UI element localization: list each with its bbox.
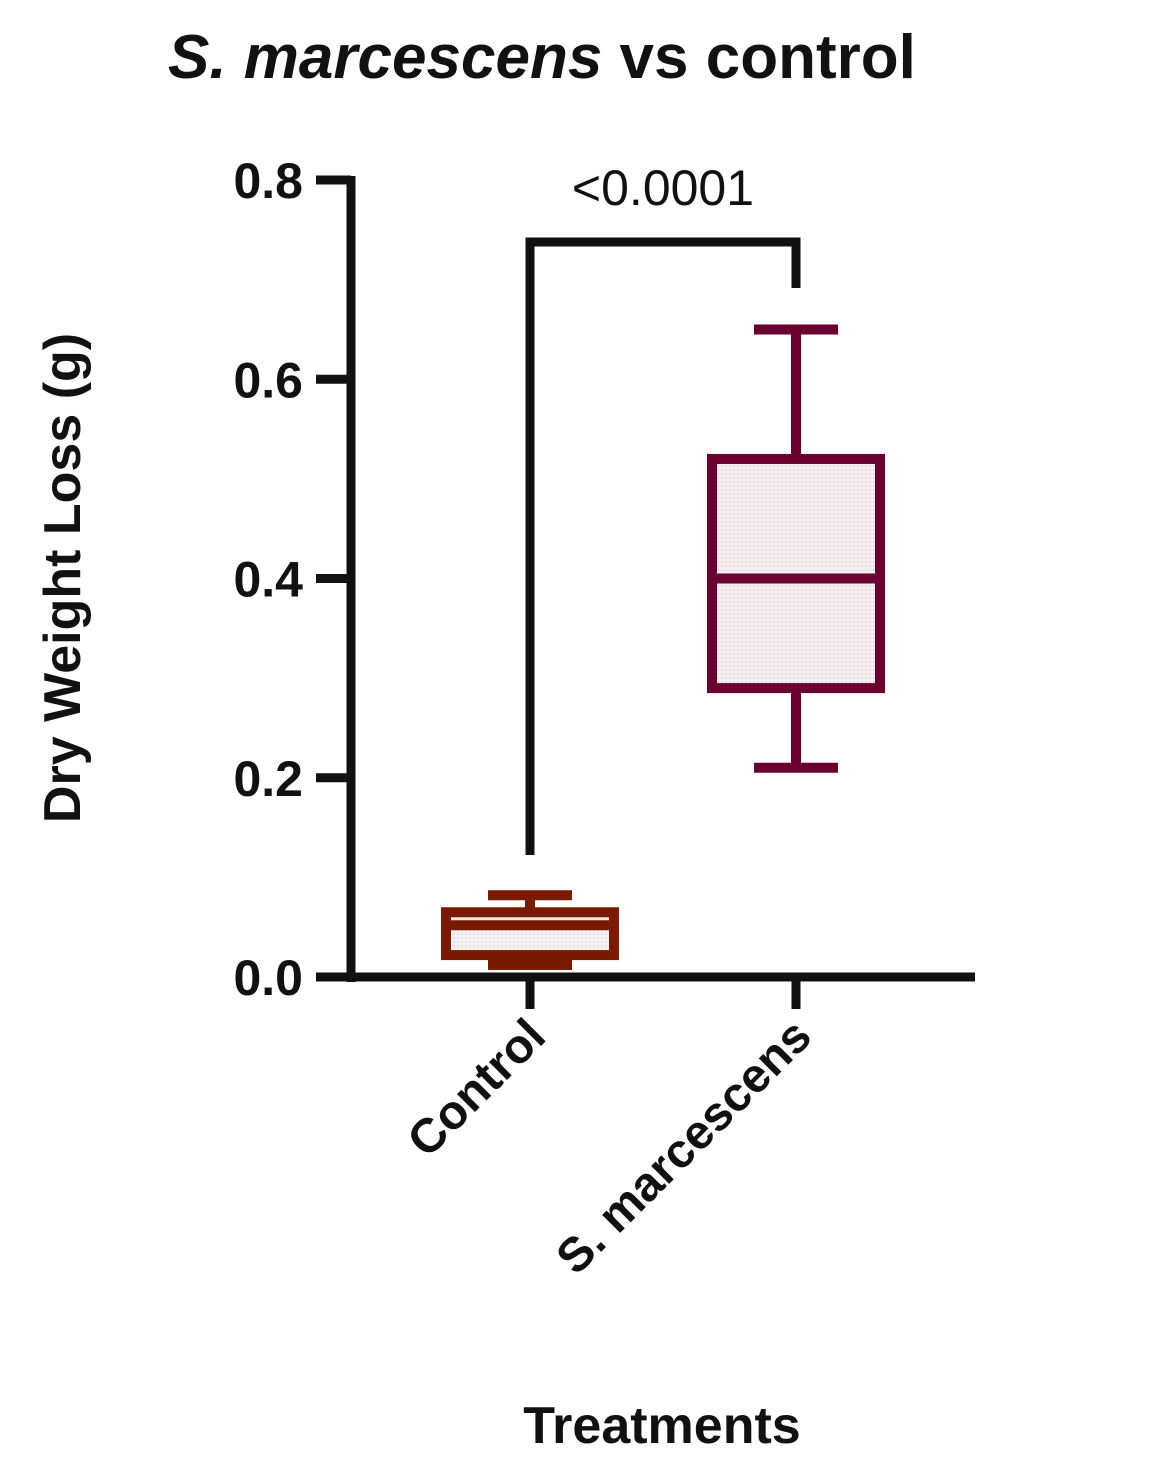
y-tick-label: 0.0 bbox=[233, 950, 303, 1006]
p-value-label: <0.0001 bbox=[572, 160, 754, 216]
chart-title-rest: vs control bbox=[602, 23, 916, 92]
y-tick-label: 0.2 bbox=[233, 751, 303, 807]
x-tick-label: S. marcescens bbox=[547, 1009, 822, 1284]
chart-title-italic: S. marcescens bbox=[168, 23, 602, 92]
y-axis: 0.0 0.2 0.4 0.6 0.8 bbox=[233, 153, 356, 1006]
x-axis-title: Treatments bbox=[523, 1397, 800, 1455]
significance-bracket: <0.0001 bbox=[525, 160, 801, 855]
y-tick-label: 0.4 bbox=[233, 552, 303, 608]
box-1 bbox=[441, 890, 619, 971]
chart-title: S. marcescens vs control bbox=[168, 23, 916, 92]
bracket-line bbox=[525, 237, 801, 855]
x-tick-label: Control bbox=[398, 1009, 556, 1167]
y-tick-label: 0.6 bbox=[233, 352, 303, 408]
box-texture bbox=[446, 912, 614, 956]
box-outline bbox=[441, 907, 619, 961]
y-axis-title: Dry Weight Loss (g) bbox=[34, 333, 92, 823]
y-tick-label: 0.8 bbox=[233, 153, 303, 209]
box-2 bbox=[707, 324, 885, 773]
boxes bbox=[441, 324, 885, 971]
